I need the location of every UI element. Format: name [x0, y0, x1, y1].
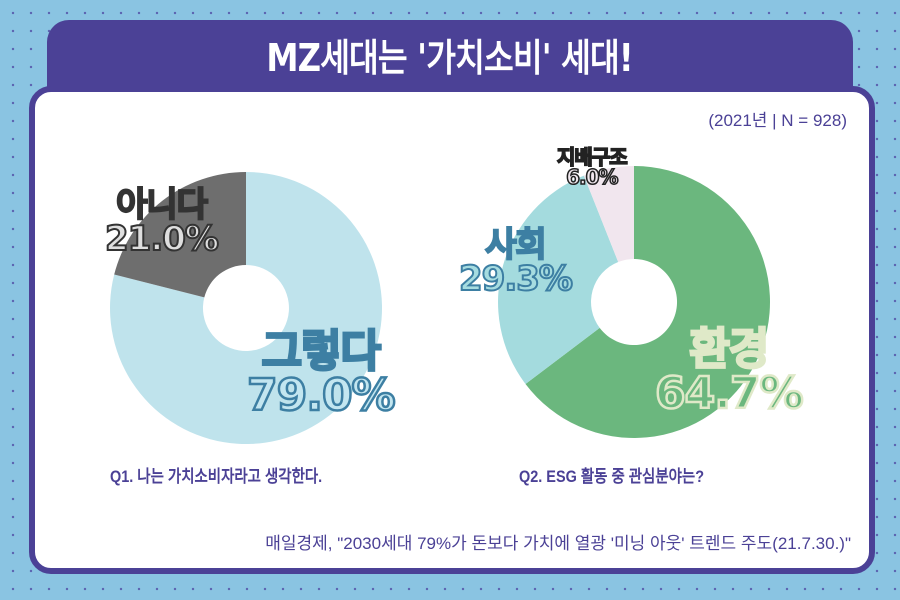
survey-meta: (2021년 | N = 928) — [708, 111, 847, 130]
q1-label-no: 아니다 21.0% — [104, 185, 220, 259]
title-banner: MZ세대는 '가치소비' 세대! — [47, 20, 853, 88]
q1-slice-no — [114, 172, 246, 298]
q2-slice-governance — [583, 166, 634, 262]
q2-donut-svg — [498, 166, 770, 439]
q2-label-governance: 지배구조 6.0% — [556, 145, 628, 189]
q2-slice-environment — [525, 166, 770, 439]
q1-question: Q1. 나는 가치소비자라고 생각한다. — [110, 467, 323, 486]
page-title: MZ세대는 '가치소비' 세대! — [266, 35, 634, 80]
q1-donut-svg — [110, 172, 383, 445]
q1-donut-chart — [110, 172, 383, 445]
q2-label-environment: 환경 64.7% — [654, 324, 805, 419]
q2-question: Q2. ESG 활동 중 관심분야는? — [519, 467, 705, 486]
q2-donut-chart — [498, 166, 770, 439]
q1-label-yes: 그렇다 79.0% — [246, 326, 397, 421]
source-citation: 매일경제, "2030세대 79%가 돈보다 가치에 열광 '미닝 아웃' 트렌… — [265, 534, 851, 553]
infographic-card: (2021년 | N = 928) 아니다 21.0% 그렇다 79.0% Q1… — [29, 86, 875, 574]
q2-label-social: 사회 29.3% — [458, 225, 574, 299]
q2-slice-social — [498, 175, 619, 384]
q1-slice-yes — [110, 172, 383, 445]
